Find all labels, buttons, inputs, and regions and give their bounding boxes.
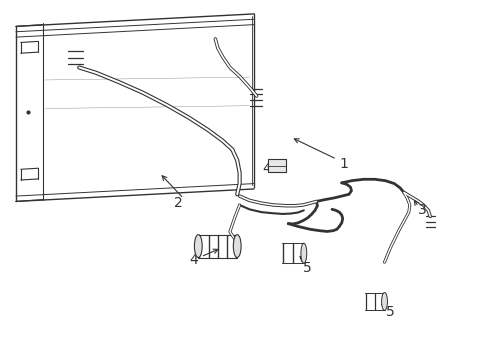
- Ellipse shape: [233, 235, 241, 257]
- Ellipse shape: [381, 293, 386, 310]
- Text: 5: 5: [385, 305, 394, 319]
- Bar: [268, 159, 285, 172]
- Text: 1: 1: [339, 157, 348, 171]
- Ellipse shape: [194, 235, 202, 257]
- Text: 4: 4: [189, 253, 198, 267]
- Text: 2: 2: [174, 196, 183, 210]
- Ellipse shape: [300, 243, 306, 263]
- Text: 4: 4: [262, 162, 270, 176]
- Text: 5: 5: [303, 261, 311, 275]
- Text: 3: 3: [417, 203, 426, 217]
